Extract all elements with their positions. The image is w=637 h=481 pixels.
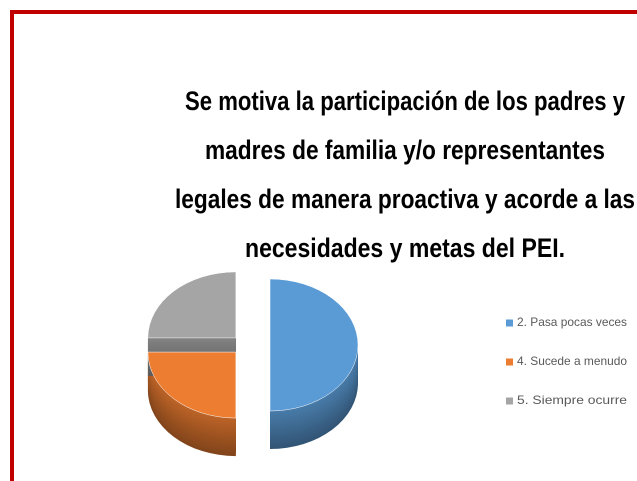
chart-title: necesidades y metas del PEI. xyxy=(245,233,565,263)
legend-swatch xyxy=(506,319,513,327)
legend-label: 4. Sucede a menudo xyxy=(517,354,627,368)
chart-title: legales de manera proactiva y acorde a l… xyxy=(175,184,635,214)
legend-swatch xyxy=(506,358,513,366)
slice xyxy=(269,278,359,412)
legend-label: 5. Siempre ocurre xyxy=(517,393,627,407)
slice xyxy=(147,351,237,419)
legend-label: 2. Pasa pocas veces xyxy=(517,315,627,329)
chart-title: Se motiva la participación de los padres… xyxy=(185,86,625,116)
slice xyxy=(147,271,237,339)
chart-title: madres de familia y/o representantes xyxy=(205,135,605,165)
legend-swatch xyxy=(506,397,513,405)
